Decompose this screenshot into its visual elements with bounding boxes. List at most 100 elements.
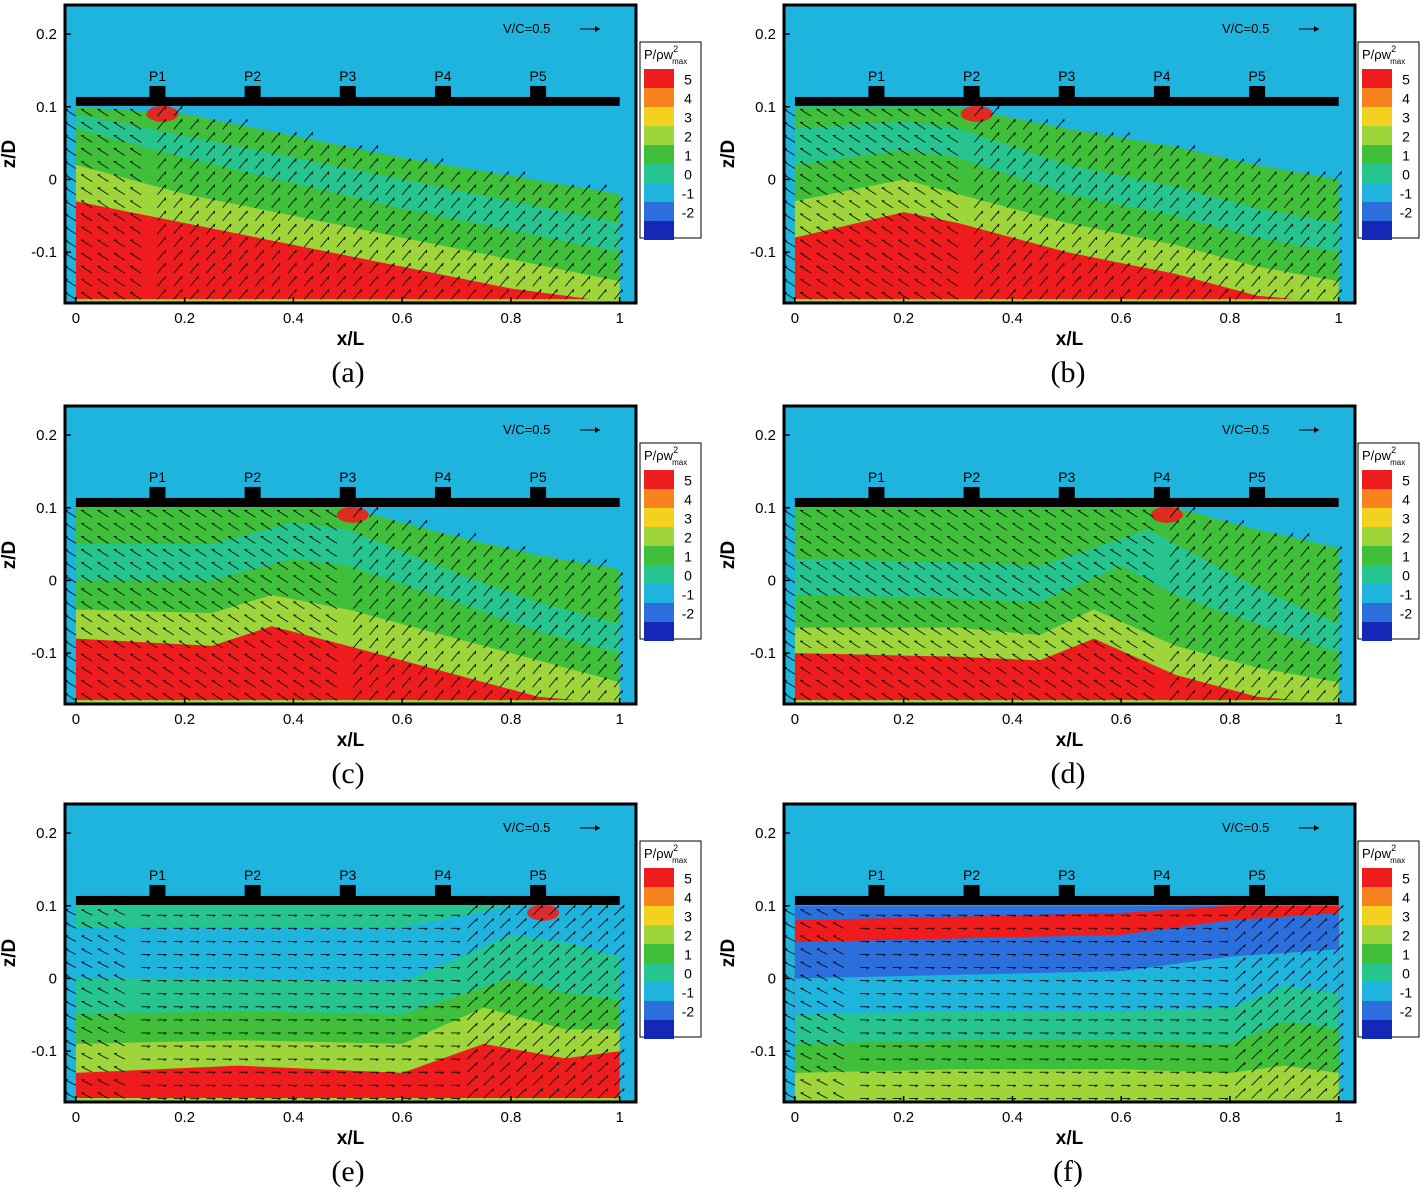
vector-arrow: [1006, 210, 1016, 222]
vector-arrow: [1055, 197, 1065, 209]
vector-arrow-head: [1161, 289, 1163, 293]
vector-arrow: [369, 223, 379, 235]
vector-arrow-head: [457, 1058, 461, 1061]
vector-arrow-head: [163, 1006, 167, 1009]
vector-arrow-head: [181, 184, 183, 188]
vector-arrow: [80, 108, 93, 117]
colorbar-swatch: [644, 489, 674, 508]
vector-arrow-head: [440, 1071, 444, 1074]
vector-arrow-head: [344, 158, 346, 162]
vector-arrow: [990, 210, 1000, 222]
vector-arrow: [320, 249, 330, 261]
vector-arrow: [65, 922, 77, 929]
vector-arrow: [129, 614, 142, 623]
vector-arrow: [1093, 509, 1106, 518]
vector-arrow: [1093, 653, 1106, 662]
vector-arrow-head: [294, 941, 298, 944]
vector-arrow: [516, 611, 525, 623]
vector-arrow: [946, 135, 959, 143]
vector-arrow-head: [1128, 250, 1130, 254]
pressure-probe: [244, 884, 261, 897]
vector-arrow: [1235, 236, 1244, 248]
vector-arrow-head: [1177, 624, 1179, 628]
vector-arrow: [113, 922, 126, 929]
vector-arrow: [1044, 693, 1057, 701]
vector-arrow: [129, 627, 142, 636]
vector-arrow: [293, 509, 305, 518]
x-tick-label: 0.8: [1219, 310, 1240, 327]
vector-arrow: [1044, 536, 1057, 544]
vector-arrow: [97, 161, 109, 169]
vector-arrow: [320, 262, 330, 274]
vector-arrow: [1137, 158, 1147, 169]
vector-arrow-head: [1193, 611, 1196, 615]
vector-arrow: [1028, 575, 1040, 583]
vector-arrow-head: [425, 289, 428, 293]
vector-arrow: [385, 289, 395, 300]
vector-arrow-head: [590, 1075, 592, 1079]
vector-arrow-head: [1210, 289, 1212, 293]
vector-arrow-head: [212, 1098, 216, 1101]
vector-arrow-head: [1275, 223, 1277, 227]
vector-arrow: [1012, 509, 1024, 518]
vector-arrow-head: [228, 1058, 232, 1061]
vector-arrow-head: [981, 132, 984, 136]
vector-arrow-head: [295, 263, 297, 267]
vector-arrow-head: [327, 263, 330, 267]
vector-arrow: [1332, 236, 1342, 248]
vector-arrow-head: [311, 132, 313, 136]
vector-arrow-head: [1324, 210, 1326, 214]
vector-arrow: [293, 679, 305, 688]
vector-arrow-head: [474, 637, 477, 642]
vector-arrow: [832, 108, 845, 117]
vector-arrow: [113, 536, 126, 544]
vector-arrow-head: [1063, 197, 1065, 201]
vector-arrow: [499, 931, 511, 942]
vector-arrow: [483, 184, 493, 195]
vector-arrow-head: [491, 690, 493, 694]
colorbar-level-label: 2: [1402, 129, 1410, 145]
vector-arrow-head: [376, 546, 379, 550]
vector-arrow: [325, 693, 338, 701]
vector-arrow: [613, 598, 623, 610]
colorbar-swatch: [644, 982, 674, 1001]
colorbar-swatch: [644, 906, 674, 925]
vector-arrow: [1071, 158, 1081, 169]
vector-arrow-head: [474, 171, 477, 175]
vector-arrow-head: [507, 611, 509, 615]
vector-arrow-head: [621, 289, 623, 293]
vector-arrow: [1235, 624, 1244, 636]
vector-arrow: [1169, 506, 1179, 518]
vector-arrow: [897, 588, 910, 597]
vector-arrow: [303, 184, 313, 195]
vector-arrow: [613, 1022, 625, 1034]
vector-arrow: [930, 265, 942, 274]
vector-arrow: [303, 197, 313, 209]
vector-arrow: [914, 187, 926, 196]
vector-arrow-head: [326, 1019, 330, 1022]
vector-arrow: [1012, 653, 1024, 662]
vector-arrow-head: [606, 970, 609, 974]
vector-arrow: [564, 598, 574, 610]
vector-arrow: [369, 585, 379, 596]
vector-arrow: [974, 210, 983, 222]
vector-arrow: [113, 200, 126, 209]
vector-arrow-head: [392, 1058, 396, 1061]
vector-arrow-head: [457, 1098, 461, 1101]
vector-arrow: [1251, 276, 1261, 287]
vector-arrow: [1039, 249, 1049, 261]
vector-arrow-head: [392, 954, 396, 957]
vector-arrow: [483, 996, 494, 1008]
vector-arrow-head: [1030, 289, 1032, 293]
vector-arrow-head: [1193, 250, 1196, 254]
vector-arrow: [369, 506, 379, 518]
vector-arrow: [260, 588, 272, 597]
vector-arrow: [467, 572, 477, 583]
vector-arrow: [418, 624, 428, 636]
vector-arrow-head: [1193, 677, 1196, 681]
vector-arrow: [613, 957, 625, 968]
vector-arrow: [162, 601, 174, 610]
vector-arrow-head: [1177, 171, 1179, 175]
vector-arrow: [303, 158, 313, 169]
vector-arrow-head: [525, 1009, 527, 1013]
